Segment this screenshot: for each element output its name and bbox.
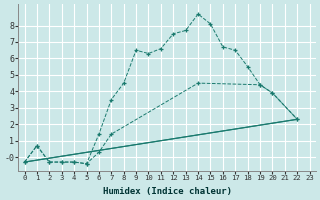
X-axis label: Humidex (Indice chaleur): Humidex (Indice chaleur) <box>103 187 232 196</box>
